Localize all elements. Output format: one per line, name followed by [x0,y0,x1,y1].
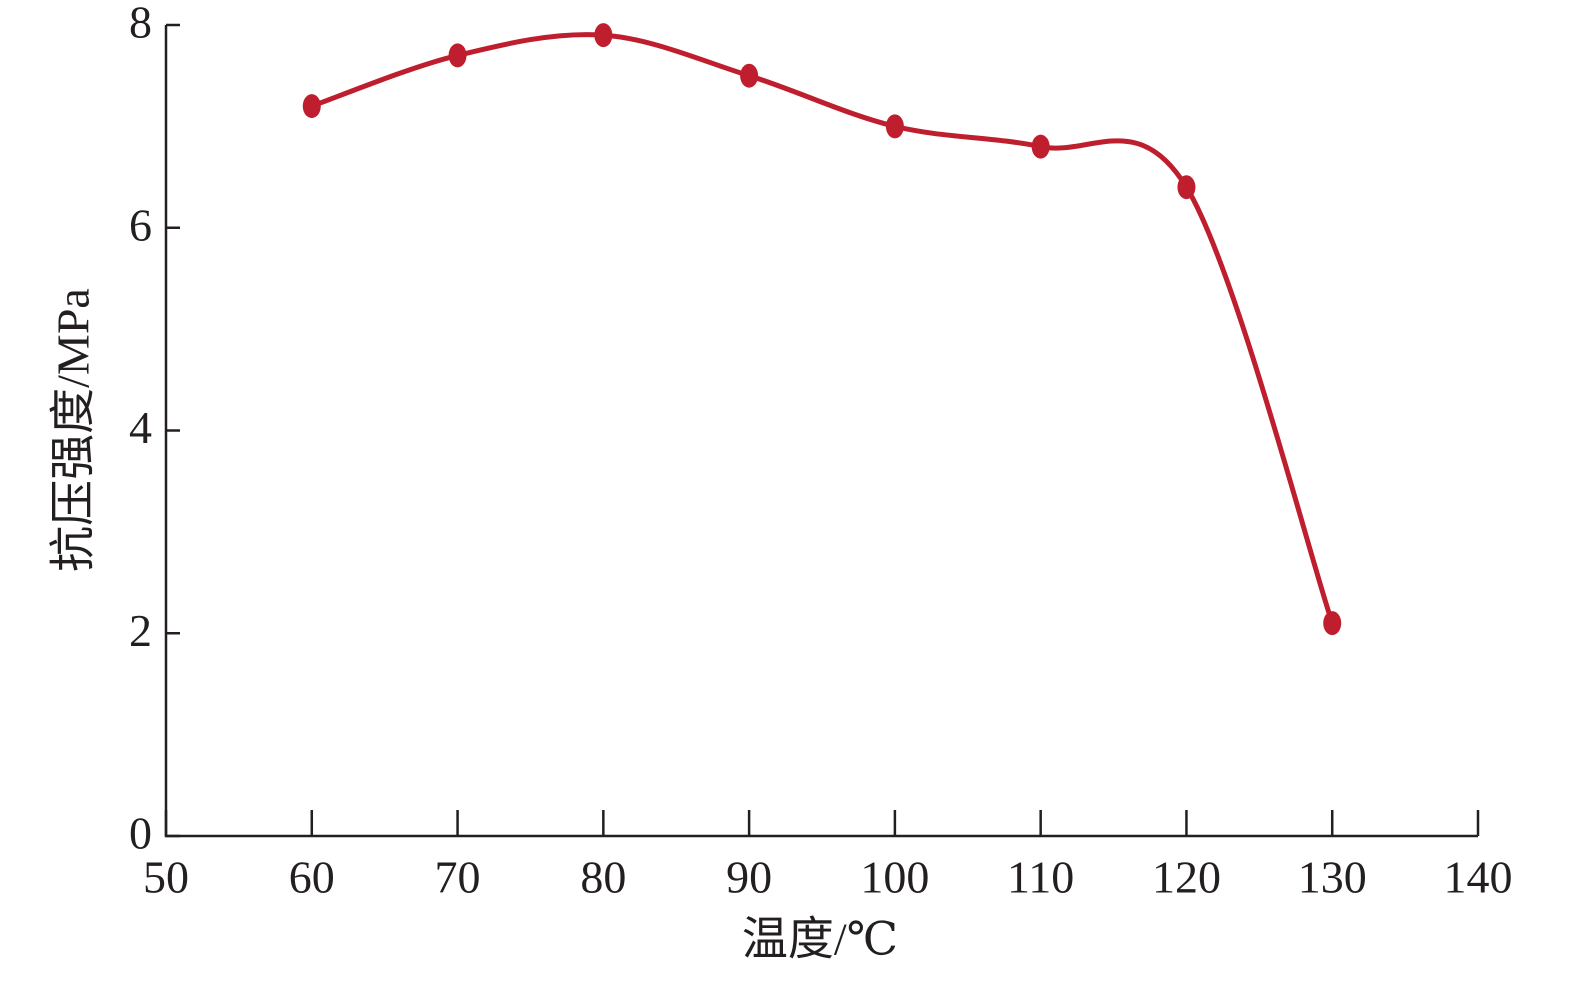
marker [302,94,321,119]
line [310,32,1335,624]
y-tick-label: 2 [129,605,152,656]
x-tick-label: 130 [1298,852,1367,903]
marker [594,23,613,48]
x-tick-label: 60 [289,852,335,903]
marker [1323,611,1342,636]
x-tick-label: 120 [1152,852,1221,903]
marker [740,63,759,88]
x-tick-label: 50 [143,852,189,903]
x-tick-label: 110 [1007,852,1074,903]
x-tick-label: 90 [726,852,772,903]
marker [1031,134,1050,159]
axes [164,25,1478,838]
x-tick-label: 70 [435,852,481,903]
y-tick-label: 0 [129,808,152,859]
y-tick-label: 6 [129,199,152,250]
x-tick-label: 140 [1444,852,1513,903]
x-tick-label: 80 [580,852,626,903]
x-tick-label: 100 [860,852,929,903]
marker [448,43,467,68]
marker [885,114,904,139]
y-axis-label: 抗压强度/MPa [48,288,99,572]
y-tick-label: 4 [129,402,152,453]
x-axis-label: 温度/℃ [742,914,898,965]
marker [1177,175,1196,200]
y-tick-label: 8 [129,0,152,48]
